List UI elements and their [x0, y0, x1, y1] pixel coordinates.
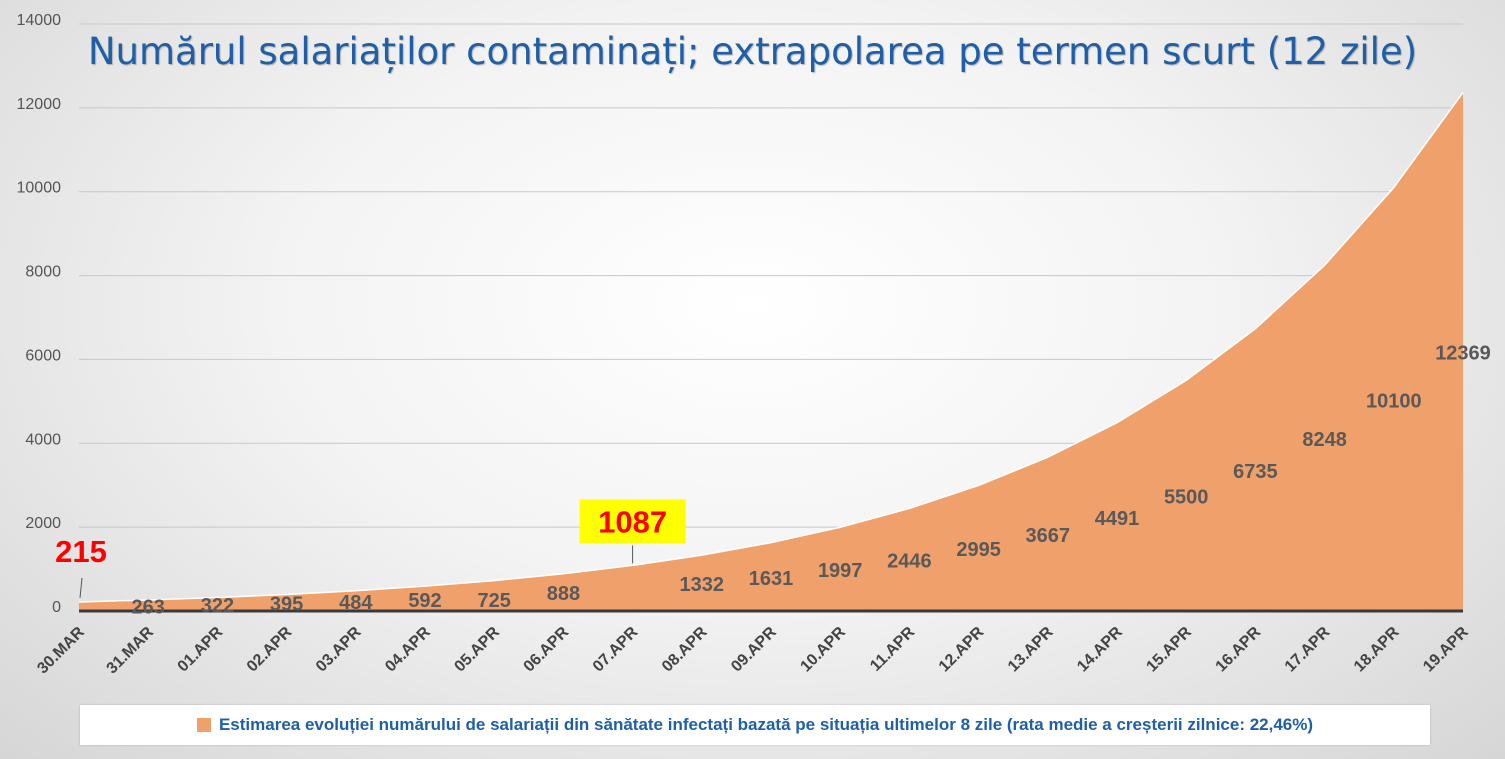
chart-title: Numărul salariaților contaminați; extrap…	[87, 30, 1418, 73]
data-label: 10100	[1366, 390, 1422, 412]
data-label: 1631	[749, 568, 794, 590]
data-label: 1997	[818, 560, 863, 582]
area-top-line	[78, 91, 1464, 603]
legend-swatch	[196, 718, 211, 732]
x-tick-label: 14.APR	[1074, 623, 1126, 675]
data-label: 4491	[1095, 508, 1140, 530]
data-label: 8248	[1302, 429, 1347, 451]
x-tick-label: 30.MAR	[34, 623, 88, 677]
x-tick-label: 08.APR	[659, 623, 711, 675]
legend: Estimarea evoluției numărului de salaria…	[80, 705, 1430, 745]
data-label: 1087	[598, 504, 667, 539]
x-tick-label: 09.APR	[728, 623, 780, 675]
x-tick-label: 01.APR	[175, 623, 227, 675]
y-tick-label: 10000	[17, 180, 62, 197]
data-label: 215	[55, 534, 107, 569]
y-tick-label: 6000	[25, 347, 61, 364]
y-tick-label: 0	[52, 599, 61, 616]
data-label: 725	[478, 590, 511, 612]
x-tick-label: 07.APR	[590, 623, 642, 675]
x-tick-label: 12.APR	[936, 623, 988, 675]
x-tick-label: 03.APR	[313, 623, 365, 675]
x-tick-label: 02.APR	[244, 623, 296, 675]
legend-label: Estimarea evoluției numărului de salaria…	[218, 715, 1314, 734]
x-tick-label: 17.APR	[1282, 623, 1334, 675]
data-label: 2995	[956, 539, 1001, 561]
data-label: 3667	[1026, 525, 1071, 547]
data-label: 6735	[1233, 461, 1278, 483]
x-tick-label: 10.APR	[797, 623, 849, 675]
data-label: 1332	[680, 574, 725, 596]
data-label: 592	[408, 590, 441, 612]
y-tick-label: 4000	[25, 431, 61, 448]
leader-line	[79, 577, 83, 599]
data-label: 888	[547, 583, 580, 605]
y-tick-label: 8000	[25, 264, 61, 281]
x-tick-label: 04.APR	[382, 623, 434, 675]
area-series	[79, 92, 1463, 611]
x-tick-label: 19.APR	[1420, 623, 1472, 675]
x-tick-label: 16.APR	[1213, 623, 1265, 675]
y-tick-label: 12000	[17, 96, 62, 113]
data-label: 263	[132, 596, 165, 618]
x-tick-label: 15.APR	[1143, 623, 1195, 675]
data-label: 322	[201, 595, 234, 617]
x-tick-label: 18.APR	[1351, 623, 1403, 675]
data-label: 5500	[1164, 487, 1209, 509]
y-tick-label: 2000	[25, 515, 61, 532]
x-tick-label: 13.APR	[1005, 623, 1057, 675]
data-label: 484	[339, 592, 373, 614]
x-tick-label: 06.APR	[521, 623, 573, 675]
x-tick-label: 31.MAR	[104, 623, 158, 677]
x-tick-label: 11.APR	[867, 623, 918, 674]
data-label: 2446	[887, 551, 932, 573]
data-label: 395	[270, 594, 303, 616]
data-label: 12369	[1435, 343, 1491, 365]
data-label-highlight-box	[579, 499, 686, 544]
y-tick-label: 14000	[17, 12, 62, 29]
x-tick-label: 05.APR	[451, 623, 503, 675]
